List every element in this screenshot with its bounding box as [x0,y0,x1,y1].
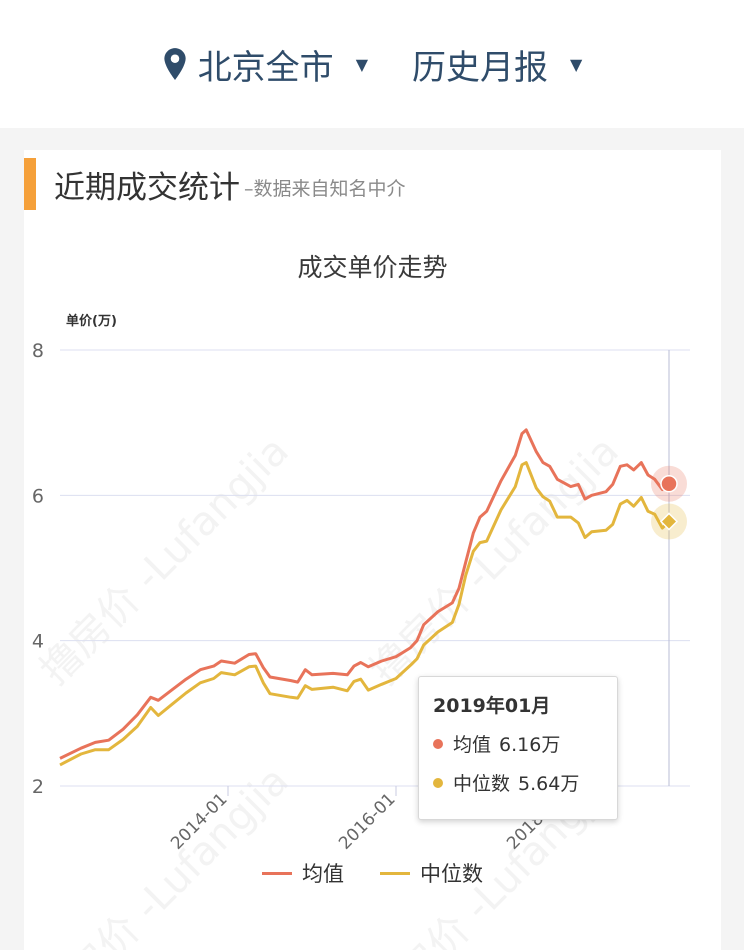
y-tick-label: 6 [32,485,44,507]
median-marker [659,512,679,531]
chart-title: 成交单价走势 [297,253,448,282]
tooltip-median-label: 中位数 [453,773,511,795]
y-tick-labels: 2 4 6 8 [32,340,44,798]
chart-legend: 均值 中位数 [24,858,721,888]
legend-item-mean[interactable]: 均值 [262,858,344,888]
city-label: 北京全市 [197,47,334,88]
legend-swatch-mean [262,871,292,875]
series-line-median [59,461,671,767]
grid-lines [60,349,690,787]
tooltip-median-value: 5.64万 [518,773,580,795]
y-tick-label: 8 [32,340,44,362]
city-selector[interactable]: 北京全市 ▼ [162,40,368,89]
y-tick-label: 2 [32,776,44,798]
series-lines [59,428,671,767]
hover-cursor [651,350,687,786]
legend-label-mean: 均值 [302,862,344,886]
y-axis-label: 单价(万) [66,314,117,329]
tooltip-mean-label: 均值 [453,734,492,756]
section-subtitle: –数据来自知名中介 [244,177,406,200]
legend-swatch-median [380,871,410,875]
watermark-text: 撸房价 -Lufangjia [32,758,298,950]
x-tick-label: 2016-01 [335,789,399,853]
series-line-mean [59,428,670,760]
tooltip-row-mean: 均值 6.16万 [433,730,603,757]
tooltip-title: 2019年01月 [433,695,551,717]
legend-item-median[interactable]: 中位数 [380,858,483,888]
location-pin-icon [164,48,186,80]
tooltip-dot-median [433,777,443,788]
caret-down-icon: ▼ [570,54,583,74]
stats-card: 近期成交统计 –数据来自知名中介 成交单价走势 单价(万) 撸房价 -Lufan… [24,150,721,950]
tooltip-dot-mean [433,738,443,749]
section-title: 近期成交统计 [54,169,240,206]
report-selector[interactable]: 历史月报 ▼ [412,40,582,89]
report-label: 历史月报 [412,47,548,88]
legend-label-median: 中位数 [420,862,483,886]
tooltip-row-median: 中位数 5.64万 [433,769,603,796]
caret-down-icon: ▼ [355,54,368,74]
accent-bar [24,158,36,210]
chart-tooltip: 2019年01月 均值 6.16万 中位数 5.64万 [418,676,618,820]
tooltip-mean-value: 6.16万 [499,734,561,756]
section-header: 近期成交统计 –数据来自知名中介 [24,158,406,210]
mean-marker [660,474,678,493]
watermark-text: 撸房价 -Lufangjia [32,428,298,694]
y-tick-label: 4 [32,631,44,653]
top-bar: 北京全市 ▼ 历史月报 ▼ [0,0,744,128]
